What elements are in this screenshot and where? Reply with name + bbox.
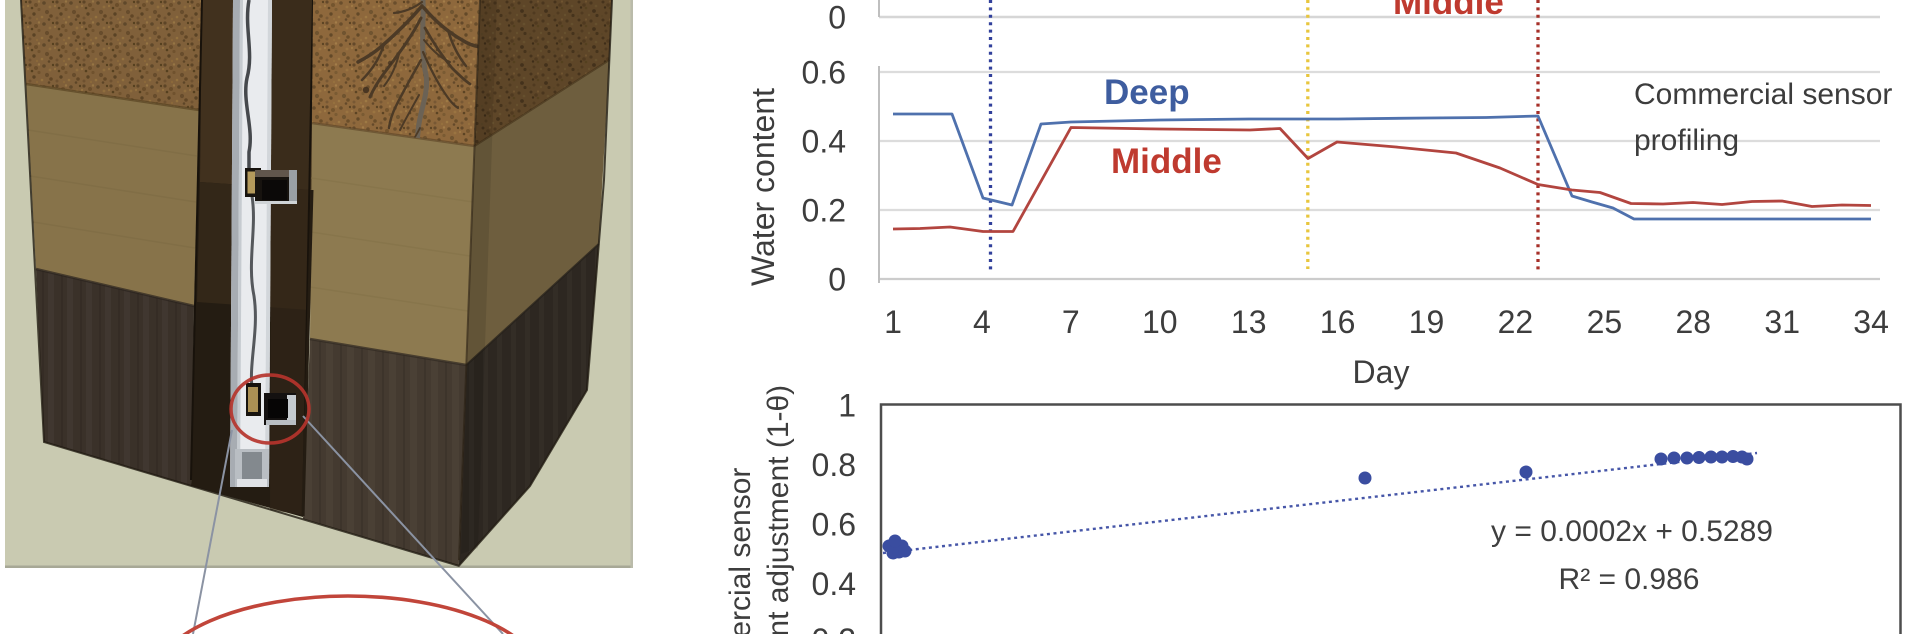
svg-text:0.4: 0.4 — [802, 124, 846, 160]
svg-text:Commercial sensor: Commercial sensor — [724, 468, 757, 634]
svg-text:1: 1 — [884, 304, 902, 340]
svg-text:y = 0.0002x + 0.5289: y = 0.0002x + 0.5289 — [1491, 515, 1773, 548]
svg-text:0.4: 0.4 — [812, 566, 856, 602]
svg-text:0.2: 0.2 — [812, 622, 856, 634]
svg-text:28: 28 — [1676, 304, 1712, 340]
svg-text:34: 34 — [1853, 304, 1889, 340]
svg-text:Water content: Water content — [745, 88, 781, 286]
svg-text:10: 10 — [1142, 304, 1178, 340]
svg-text:profiling: profiling — [1634, 124, 1739, 157]
svg-text:4: 4 — [973, 304, 991, 340]
svg-text:13: 13 — [1231, 304, 1267, 340]
svg-text:0: 0 — [828, 0, 846, 36]
svg-text:7: 7 — [1062, 304, 1080, 340]
svg-text:Middle: Middle — [1393, 0, 1504, 22]
svg-text:19: 19 — [1409, 304, 1445, 340]
svg-text:0.2: 0.2 — [802, 193, 846, 229]
svg-text:R² = 0.986: R² = 0.986 — [1559, 563, 1700, 596]
svg-text:0.8: 0.8 — [812, 447, 856, 483]
svg-text:Day: Day — [1353, 354, 1410, 390]
svg-text:Commercial sensor: Commercial sensor — [1634, 78, 1892, 111]
svg-text:1: 1 — [838, 388, 856, 424]
svg-text:Deep: Deep — [1104, 73, 1190, 112]
svg-text:0.6: 0.6 — [802, 55, 846, 91]
svg-text:31: 31 — [1764, 304, 1800, 340]
svg-text:25: 25 — [1587, 304, 1623, 340]
svg-text:16: 16 — [1320, 304, 1356, 340]
svg-text:0.6: 0.6 — [812, 507, 856, 543]
svg-text:0: 0 — [828, 262, 846, 298]
svg-text:22: 22 — [1498, 304, 1534, 340]
svg-text:content adjustment (1-θ): content adjustment (1-θ) — [762, 385, 795, 634]
svg-text:Middle: Middle — [1111, 142, 1222, 181]
